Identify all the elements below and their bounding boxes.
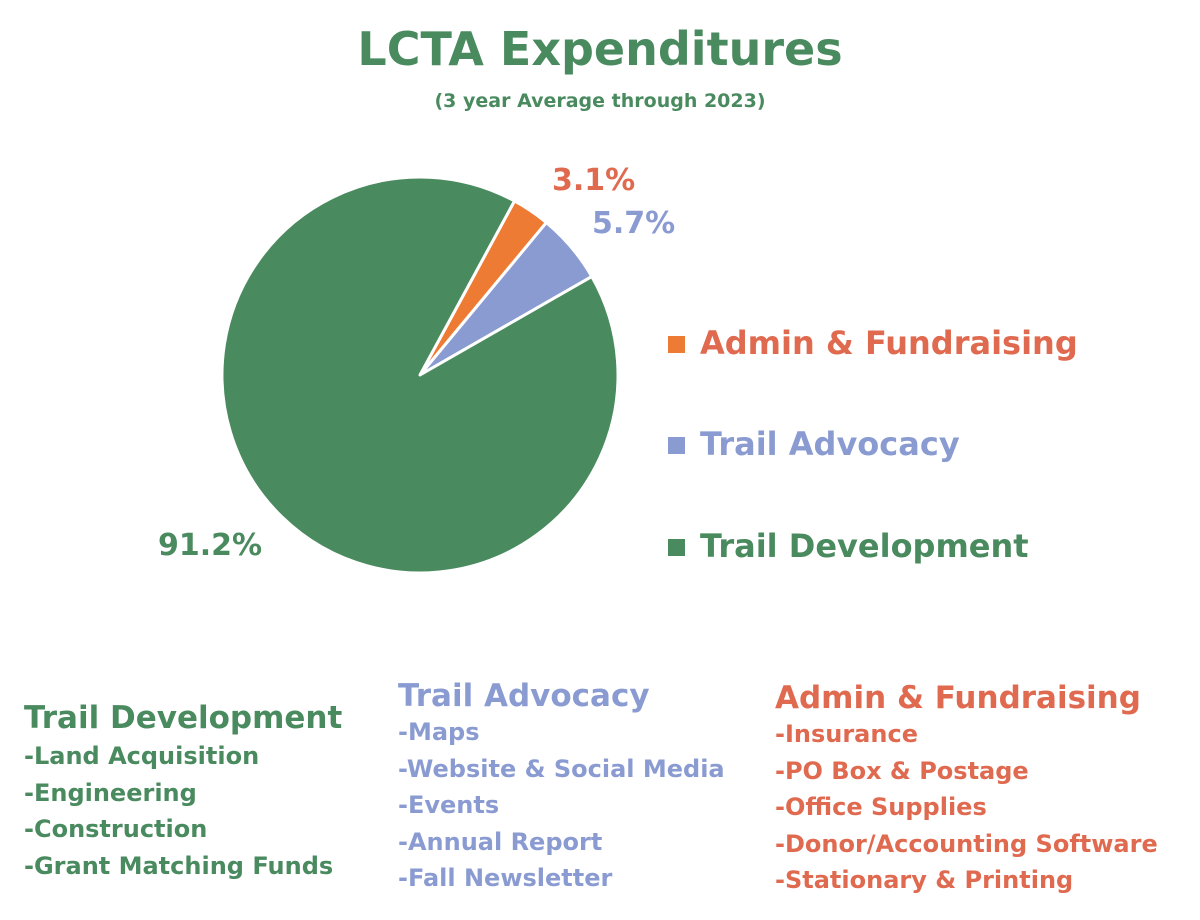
slice-label-advocacy: 5.7% [592,206,676,241]
details-advocacy: Trail Advocacy -Maps -Website & Social M… [398,678,725,897]
details-advocacy-item: -Fall Newsletter [398,864,613,892]
details-advocacy-item: -Events [398,791,500,819]
details-admin-item: -Stationary & Printing [775,866,1074,894]
details-advocacy-title: Trail Advocacy [398,678,650,714]
legend-label-admin: Admin & Fundraising [700,324,1078,362]
legend-label-advocacy: Trail Advocacy [700,425,960,463]
slice-label-admin: 3.1% [552,163,636,198]
details-advocacy-item: -Annual Report [398,827,603,856]
details-development-item: -Construction [24,815,208,843]
chart-subtitle: (3 year Average through 2023) [434,90,766,112]
details-admin: Admin & Fundraising -Insurance -PO Box &… [775,680,1158,899]
legend-swatch-admin [668,336,685,353]
details-development-title: Trail Development [24,700,343,736]
legend-label-development: Trail Development [700,527,1029,565]
details-admin-item: -Insurance [775,720,918,748]
pie-slice-development [220,175,620,575]
details-admin-item: -Donor/Accounting Software [775,829,1158,858]
details-development-item: -Engineering [24,778,197,807]
details-admin-title: Admin & Fundraising [775,680,1141,716]
details-advocacy-item: -Website & Social Media [398,754,725,783]
slice-label-development: 91.2% [158,528,263,563]
details-development-item: -Land Acquisition [24,742,260,770]
details-advocacy-item: -Maps [398,718,480,746]
details-admin-item: -Office Supplies [775,793,987,821]
details-development-item: -Grant Matching Funds [24,851,334,880]
details-admin-item: -PO Box & Postage [775,756,1029,785]
legend-swatch-advocacy [668,437,685,454]
details-development: Trail Development -Land Acquisition -Eng… [24,700,342,884]
chart-title: LCTA Expenditures [357,22,843,76]
legend-swatch-development [668,539,685,556]
